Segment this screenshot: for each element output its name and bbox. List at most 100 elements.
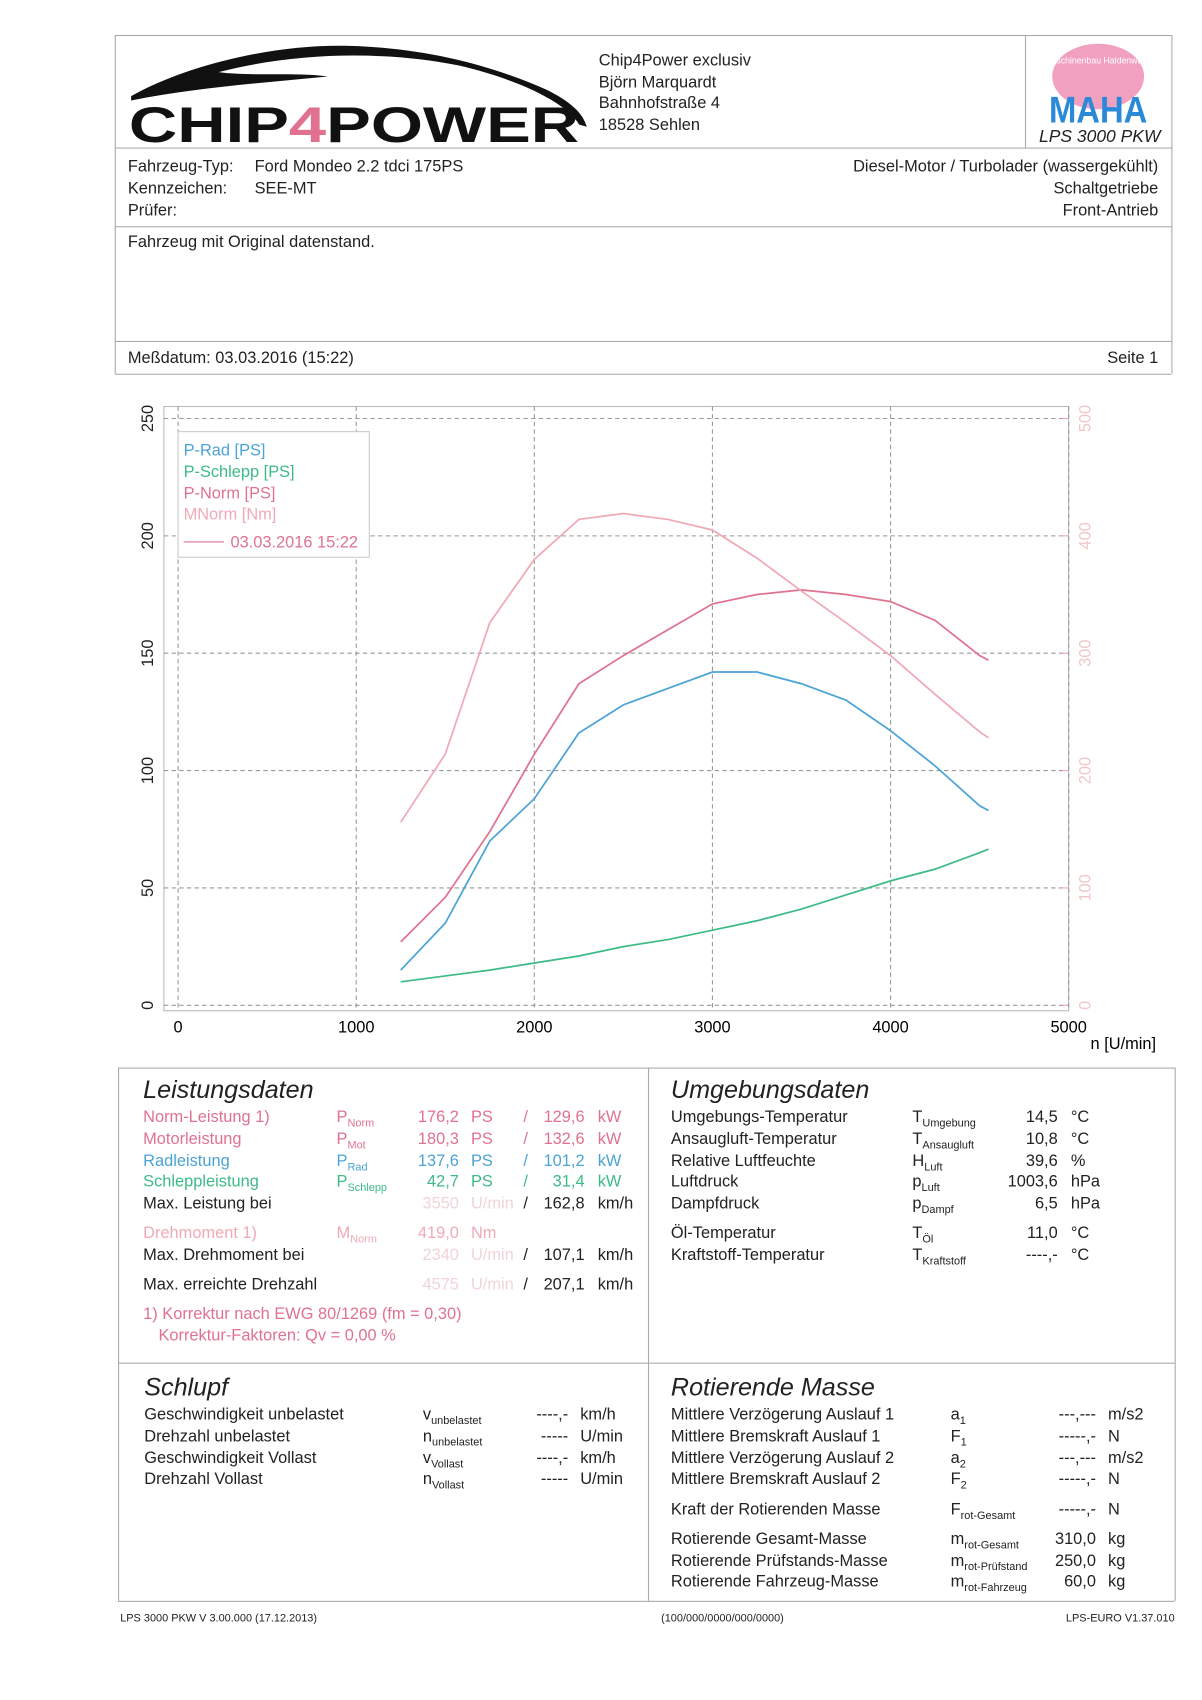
- y-tick-label: 150: [139, 640, 157, 667]
- maha-logo: MAHA: [1049, 88, 1147, 130]
- row-label: Ansaugluft-Temperatur: [670, 1129, 837, 1149]
- row-label: Max. Leistung bei: [143, 1194, 272, 1213]
- symbol-part: m: [950, 1551, 965, 1571]
- symbol-part: rot-Prüfstand: [964, 1561, 1028, 1574]
- x-axis-label: n [U/min]: [1091, 1035, 1157, 1053]
- vehicle-value: SEE-MT: [254, 179, 317, 198]
- row-label: Geschwindigkeit Vollast: [144, 1448, 317, 1468]
- symbol-part: Kraftstoff: [922, 1255, 966, 1268]
- row-unit: °C: [1070, 1129, 1090, 1149]
- row-unit: U/min: [580, 1427, 624, 1446]
- row-value: 207,1: [543, 1275, 585, 1294]
- symbol: TÖl: [912, 1224, 933, 1250]
- symbol-part: H: [912, 1151, 925, 1171]
- company-line: Björn Marquardt: [598, 72, 717, 92]
- vehicle-label: Kennzeichen:: [127, 179, 228, 198]
- row-label: Motorleistung: [143, 1129, 242, 1149]
- row-label: Umgebungs-Temperatur: [670, 1107, 848, 1127]
- symbol-part: n: [422, 1469, 432, 1489]
- symbol-part: a: [950, 1405, 960, 1424]
- symbol-part: m: [950, 1572, 965, 1591]
- row-value: 4575: [422, 1275, 459, 1294]
- date-line: Meßdatum: 03.03.2016 (15:22): [127, 348, 354, 368]
- row-value: 10,8: [1025, 1129, 1058, 1149]
- legend-entry: P-Norm [PS]: [184, 484, 276, 502]
- row-label: Rotierende Fahrzeug-Masse: [670, 1572, 879, 1591]
- row-label: Mittlere Verzögerung Auslauf 1: [670, 1405, 895, 1424]
- symbol: Frot-Gesamt: [951, 1500, 1016, 1526]
- symbol-part: p: [912, 1194, 922, 1213]
- row-separator: /: [523, 1245, 528, 1265]
- row-unit: U/min: [470, 1194, 514, 1213]
- row-unit: U/min: [580, 1469, 624, 1489]
- symbol: PNorm: [337, 1108, 375, 1134]
- row-label: Max. Drehmoment bei: [143, 1245, 305, 1265]
- row-unit: km/h: [597, 1245, 634, 1265]
- company-line: Bahnhofstraße 4: [598, 93, 720, 113]
- row-unit: hPa: [1070, 1172, 1101, 1192]
- row-value: 14,5: [1025, 1107, 1058, 1127]
- symbol-part: Luft: [921, 1182, 940, 1195]
- symbol-part: Vollast: [431, 1479, 465, 1492]
- legend-run: 03.03.2016 15:22: [231, 533, 358, 551]
- row-unit: Nm: [470, 1223, 497, 1243]
- row-value: ---,---: [1058, 1448, 1096, 1468]
- symbol-part: Vollast: [431, 1458, 464, 1471]
- row-label: Dampfdruck: [670, 1194, 760, 1213]
- symbol-part: v: [422, 1405, 432, 1424]
- symbol-part: 2: [960, 1479, 967, 1492]
- symbol: HLuft: [912, 1152, 942, 1178]
- row-label: Drehzahl unbelastet: [144, 1427, 291, 1446]
- rule: [114, 147, 1172, 149]
- maha-badge: [1052, 43, 1145, 110]
- x-tick-label: 0: [174, 1019, 183, 1037]
- y-tick-label: 250: [139, 405, 157, 432]
- rule: [647, 1067, 650, 1601]
- rule: [118, 1067, 1175, 1069]
- row-unit: N: [1107, 1469, 1120, 1489]
- row-value: -----: [540, 1427, 569, 1446]
- symbol: PMot: [337, 1130, 366, 1156]
- row-value: -----,-: [1058, 1469, 1096, 1489]
- row-label: Kraftstoff-Temperatur: [670, 1245, 825, 1265]
- symbol-part: Umgebung: [922, 1117, 976, 1130]
- symbol-part: 1: [960, 1436, 967, 1449]
- legend-entry: P-Rad [PS]: [184, 442, 266, 460]
- symbol: TAnsaugluft: [912, 1130, 974, 1156]
- symbol-part: Rad: [347, 1161, 368, 1174]
- y-tick-label: 50: [139, 879, 157, 897]
- symbol-part: n: [422, 1427, 432, 1446]
- row-unit: U/min: [470, 1245, 514, 1265]
- symbol-part: Norm: [350, 1233, 377, 1246]
- row-unit: km/h: [580, 1405, 616, 1424]
- row-unit: °C: [1070, 1223, 1090, 1243]
- row-value: ----,-: [536, 1405, 569, 1424]
- row-value: -----,-: [1058, 1500, 1096, 1519]
- row-unit: PS: [470, 1151, 493, 1171]
- logo-car: [131, 45, 587, 127]
- row-value: ----,-: [536, 1448, 569, 1468]
- symbol-part: P: [336, 1151, 348, 1171]
- vehicle-label: Fahrzeug-Typ:: [127, 157, 234, 176]
- row-unit: PS: [470, 1107, 493, 1127]
- symbol-part: T: [912, 1107, 923, 1127]
- row-label: Mittlere Bremskraft Auslauf 1: [670, 1427, 881, 1446]
- logo: CHIP 4 POWER: [129, 97, 579, 153]
- footer-text: (100/000/0000/000/0000): [661, 1612, 784, 1625]
- footnote: Korrektur-Faktoren: Qv = 0,00 %: [158, 1326, 396, 1346]
- row-label: Öl-Temperatur: [670, 1223, 776, 1243]
- row-unit: kW: [597, 1107, 622, 1127]
- legend-entry: P-Schlepp [PS]: [184, 463, 295, 481]
- row-value: 419,0: [417, 1223, 459, 1243]
- symbol: mrot-Fahrzeug: [951, 1572, 1027, 1598]
- row-label: Drehmoment 1): [143, 1223, 258, 1243]
- symbol: MNorm: [337, 1224, 377, 1250]
- rule: [114, 34, 1172, 37]
- symbol-part: Dampf: [921, 1204, 954, 1217]
- rule: [114, 226, 1172, 228]
- y2-tick-label: 500: [1077, 405, 1095, 432]
- rule: [114, 373, 1172, 375]
- row-unit: °C: [1070, 1107, 1090, 1127]
